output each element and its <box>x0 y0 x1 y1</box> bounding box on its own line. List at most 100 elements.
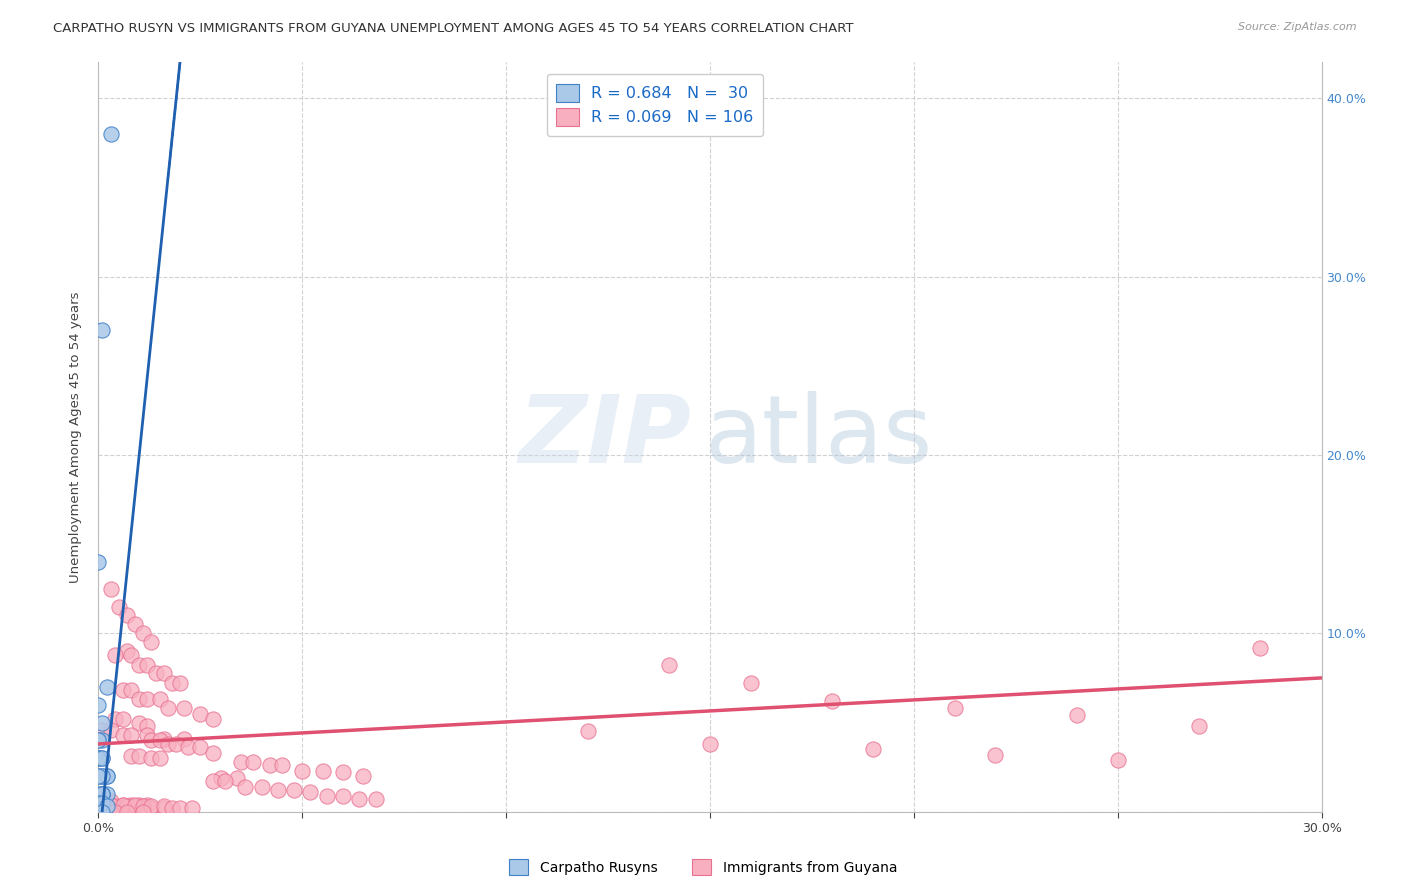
Point <box>91 769 114 783</box>
Point <box>156 737 179 751</box>
Point <box>111 797 134 812</box>
Point <box>104 712 127 726</box>
Point <box>120 683 142 698</box>
Point <box>96 787 118 801</box>
Point <box>91 751 114 765</box>
Point <box>87 787 110 801</box>
Point <box>201 774 224 789</box>
Point <box>699 737 721 751</box>
Point <box>111 712 134 726</box>
Point <box>177 740 200 755</box>
Point <box>821 694 844 708</box>
Point <box>862 742 884 756</box>
Point <box>115 608 138 623</box>
Point <box>188 740 212 755</box>
Point <box>96 680 118 694</box>
Point <box>128 658 150 673</box>
Point <box>259 758 281 772</box>
Point <box>87 733 110 747</box>
Point <box>91 723 114 737</box>
Point <box>115 805 138 819</box>
Point <box>984 747 1007 762</box>
Point <box>132 805 155 819</box>
Point <box>136 797 159 812</box>
Point <box>214 774 236 789</box>
Point <box>115 644 138 658</box>
Point <box>87 751 110 765</box>
Point <box>332 789 354 803</box>
Point <box>173 731 195 746</box>
Point <box>128 749 150 764</box>
Point <box>173 701 195 715</box>
Point <box>104 799 127 814</box>
Point <box>87 698 110 712</box>
Point <box>201 746 224 760</box>
Text: CARPATHO RUSYN VS IMMIGRANTS FROM GUYANA UNEMPLOYMENT AMONG AGES 45 TO 54 YEARS : CARPATHO RUSYN VS IMMIGRANTS FROM GUYANA… <box>53 22 853 36</box>
Text: atlas: atlas <box>704 391 932 483</box>
Point <box>160 801 183 815</box>
Point <box>152 731 174 746</box>
Point <box>120 797 142 812</box>
Point <box>91 787 114 801</box>
Point <box>270 758 294 772</box>
Point <box>1107 753 1129 767</box>
Point <box>91 803 114 817</box>
Point <box>91 715 114 730</box>
Point <box>291 764 314 778</box>
Point <box>136 658 159 673</box>
Point <box>169 801 191 815</box>
Point <box>315 789 337 803</box>
Point <box>141 799 163 814</box>
Point <box>226 771 249 785</box>
Point <box>136 728 159 742</box>
Point <box>332 765 354 780</box>
Point <box>152 665 174 680</box>
Point <box>100 127 122 141</box>
Point <box>91 787 114 801</box>
Point <box>100 582 122 596</box>
Point <box>120 648 142 662</box>
Point <box>231 755 253 769</box>
Y-axis label: Unemployment Among Ages 45 to 54 years: Unemployment Among Ages 45 to 54 years <box>69 292 83 582</box>
Point <box>156 701 179 715</box>
Point <box>943 701 966 715</box>
Point <box>141 635 163 649</box>
Point <box>96 794 118 808</box>
Point <box>96 799 118 814</box>
Point <box>349 792 371 806</box>
Point <box>100 797 122 812</box>
Point <box>100 794 122 808</box>
Point <box>124 617 146 632</box>
Point <box>145 665 167 680</box>
Point <box>352 769 374 783</box>
Point <box>96 769 118 783</box>
Point <box>312 764 335 778</box>
Legend: Carpatho Rusyns, Immigrants from Guyana: Carpatho Rusyns, Immigrants from Guyana <box>503 854 903 880</box>
Point <box>149 751 172 765</box>
Point <box>1249 640 1271 655</box>
Point <box>165 737 187 751</box>
Point <box>169 676 191 690</box>
Point <box>141 751 163 765</box>
Point <box>111 797 134 812</box>
Point <box>91 805 114 819</box>
Point <box>104 805 127 819</box>
Point <box>87 751 110 765</box>
Point <box>233 780 256 794</box>
Point <box>87 733 110 747</box>
Point <box>152 799 174 814</box>
Point <box>132 799 155 814</box>
Point <box>250 780 273 794</box>
Point <box>128 797 150 812</box>
Text: ZIP: ZIP <box>519 391 692 483</box>
Text: Source: ZipAtlas.com: Source: ZipAtlas.com <box>1239 22 1357 32</box>
Point <box>283 783 305 797</box>
Point <box>160 676 183 690</box>
Point <box>87 769 110 783</box>
Point <box>115 799 138 814</box>
Point <box>87 796 110 810</box>
Point <box>136 692 159 706</box>
Point <box>128 692 150 706</box>
Point <box>120 749 142 764</box>
Point <box>242 755 264 769</box>
